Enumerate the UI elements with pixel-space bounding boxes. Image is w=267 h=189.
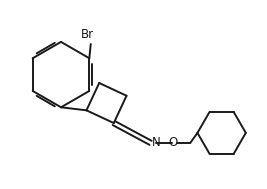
Text: O: O	[169, 136, 178, 149]
Text: N: N	[152, 136, 161, 149]
Text: Br: Br	[81, 28, 95, 41]
